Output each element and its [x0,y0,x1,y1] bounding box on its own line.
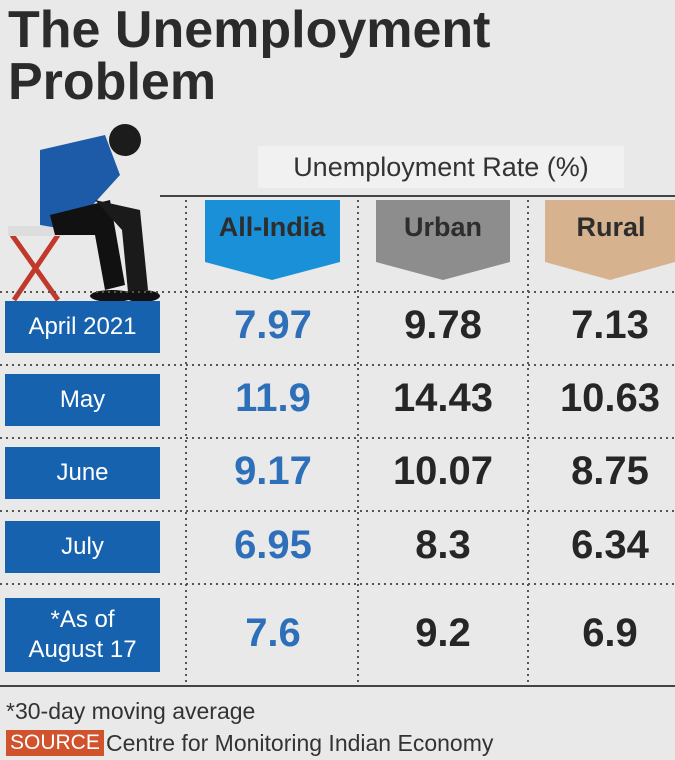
footnote: *30-day moving average [6,698,256,724]
banner [376,200,510,280]
cell: 7.97 [234,303,312,347]
title: The Unemployment Problem [8,1,491,111]
source-tag: SOURCE [6,730,104,756]
cell: 8.75 [571,449,649,493]
row-label: April 2021 [5,301,160,353]
source-text: Centre for Monitoring Indian Economy [106,730,494,756]
row-label: May [5,374,160,426]
row-label: June [5,447,160,499]
cell: 9.2 [415,611,471,655]
cell: 14.43 [392,376,494,420]
column-header: Rural [576,212,646,242]
cell: 9.17 [234,449,312,493]
cell: 6.9 [582,611,638,655]
row-label: July [5,521,160,573]
cell: 7.13 [571,303,649,347]
row-label: *As of August 17 [5,598,160,672]
column-header: Urban [403,212,482,242]
banner [545,200,675,280]
column-header: All-India [218,212,326,242]
cell: 6.95 [234,523,312,567]
cell: 9.78 [404,303,482,347]
cell: 8.3 [415,523,471,567]
illustration [8,124,160,302]
subtitle: Unemployment Rate (%) [258,146,624,188]
cell: 11.9 [235,376,311,420]
cell: 10.63 [559,376,661,420]
cell: 7.6 [245,611,301,655]
banner [205,200,340,280]
dotted-grid [0,200,675,684]
cell: 10.07 [392,449,494,493]
cell: 6.34 [571,523,649,567]
